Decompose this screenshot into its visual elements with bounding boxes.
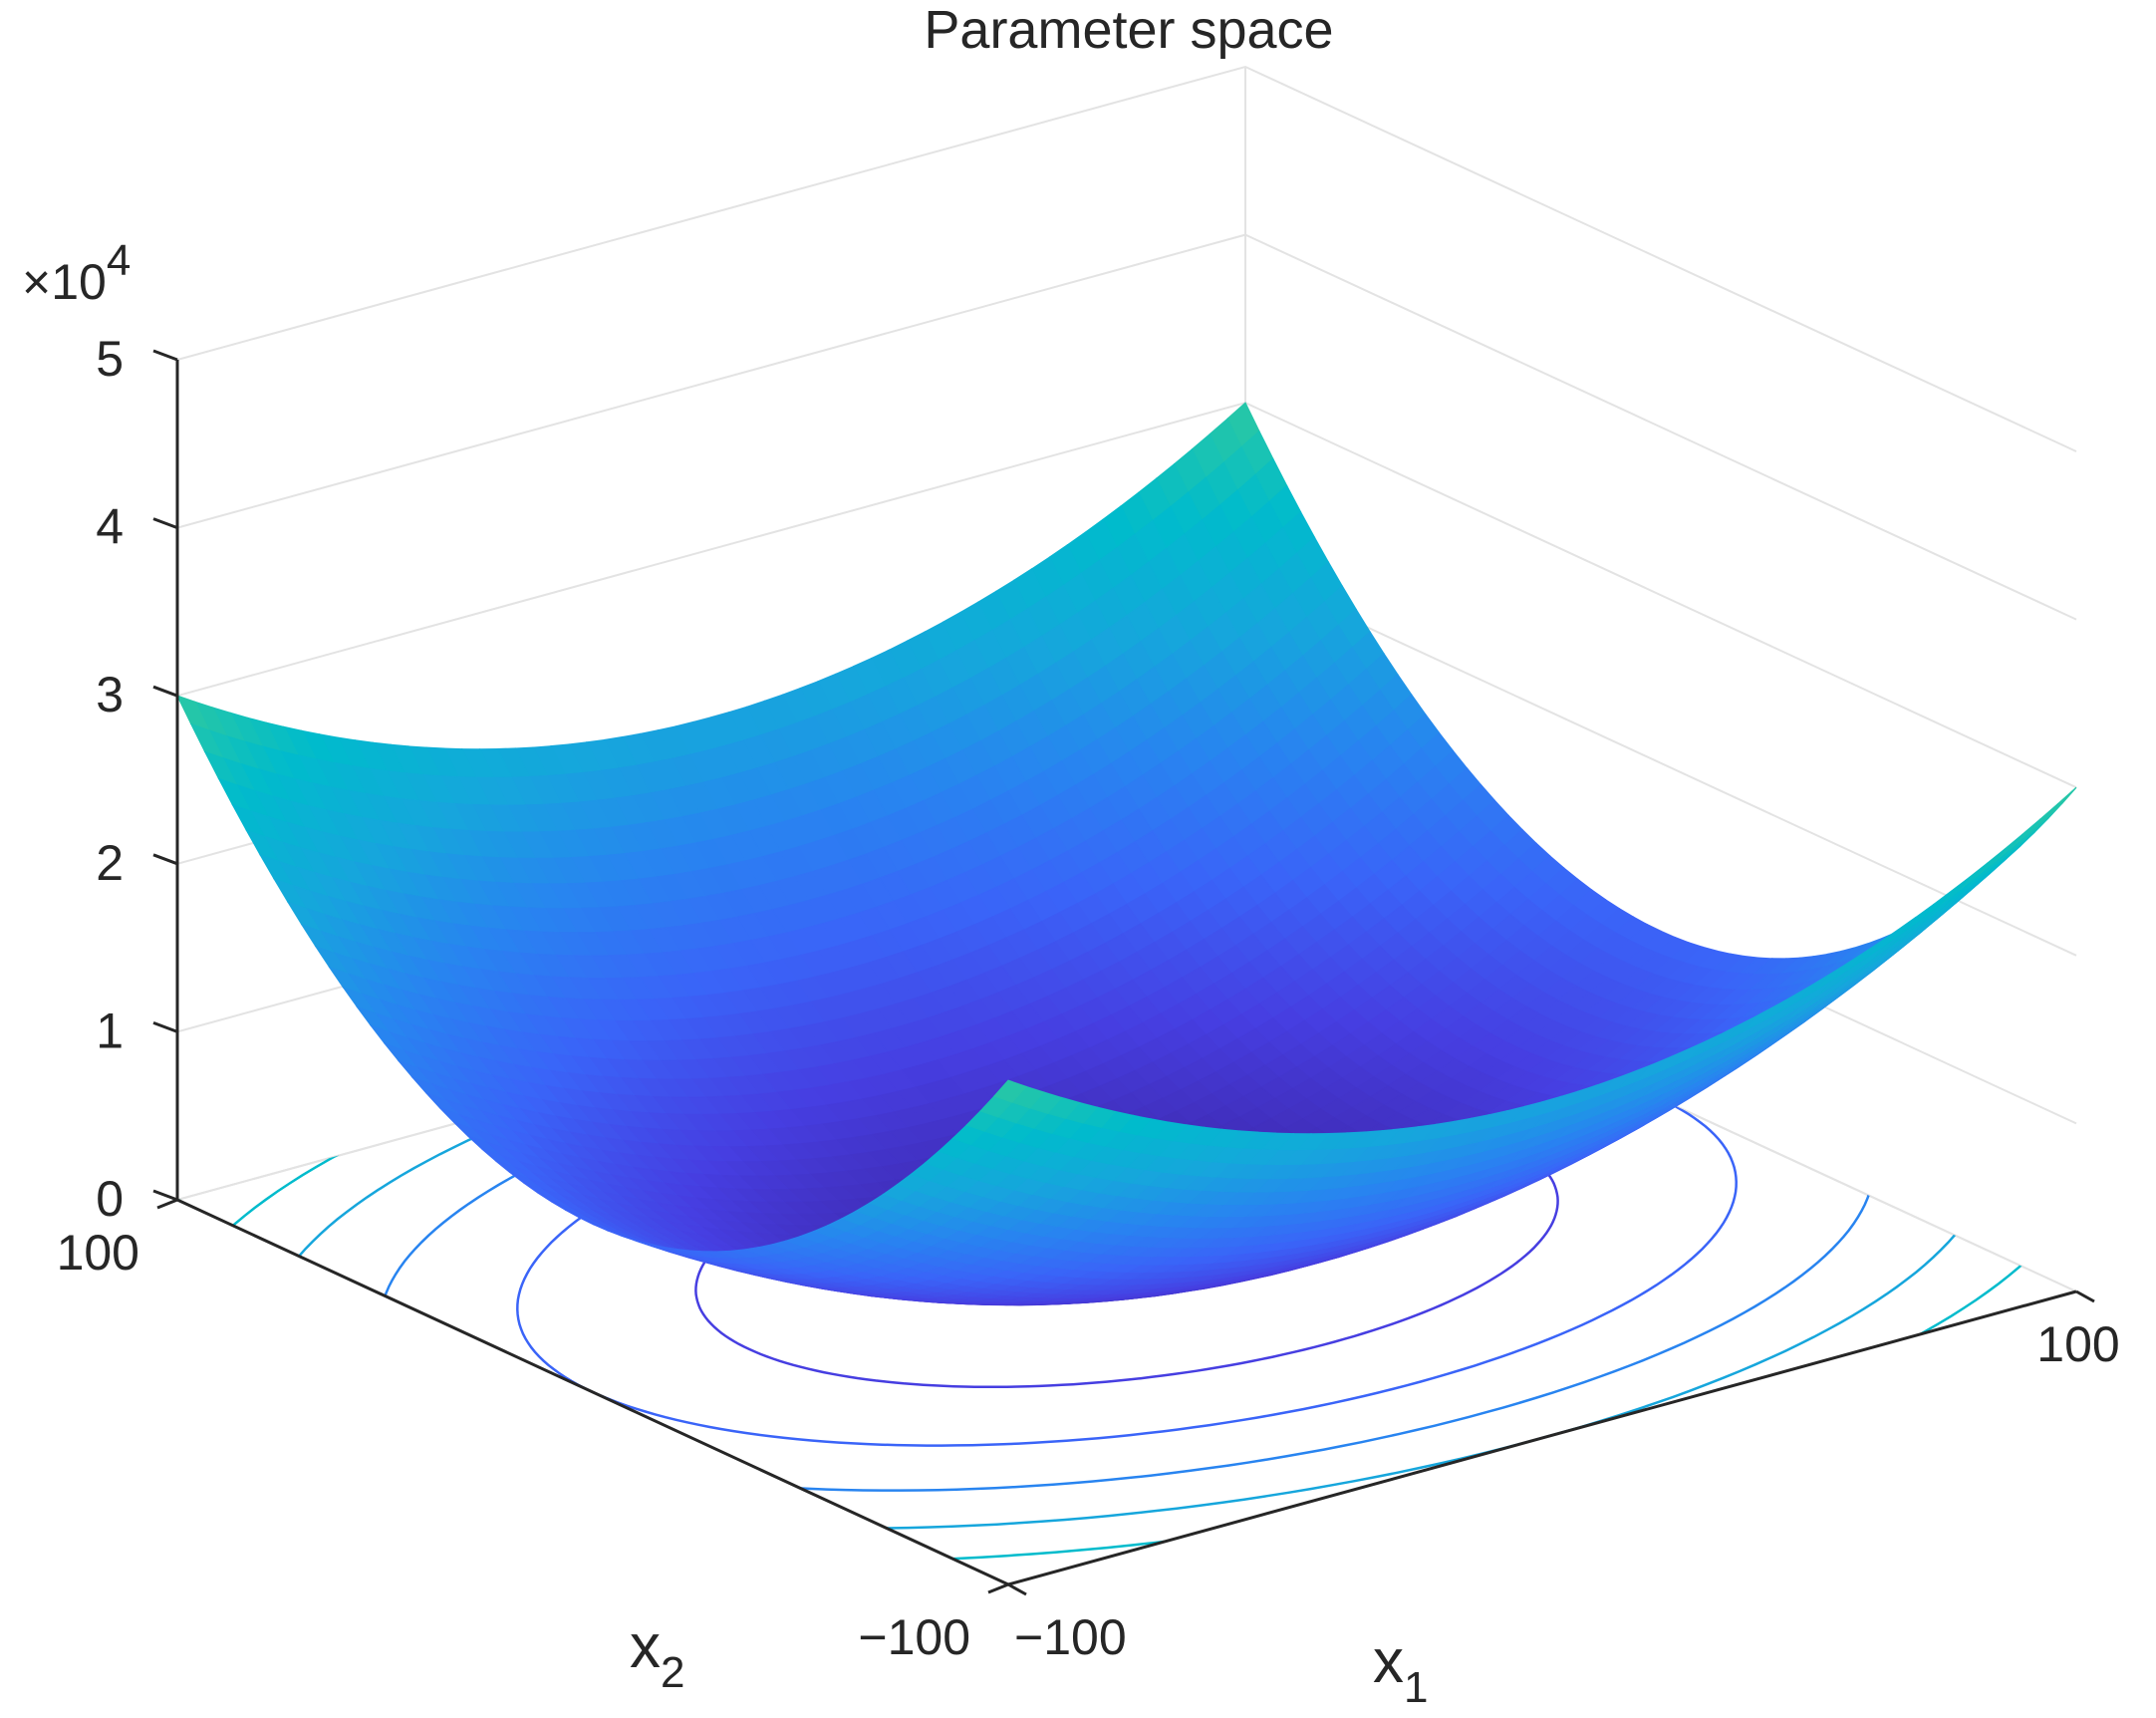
x1-axis-label-base: x bbox=[1373, 1627, 1404, 1696]
x2-tick-label: 100 bbox=[57, 1225, 139, 1281]
x2-tick-label: −100 bbox=[858, 1609, 970, 1665]
z-tick-label: 1 bbox=[96, 1002, 124, 1058]
x1-axis-line bbox=[1007, 1289, 2077, 1586]
x1-tick-mark bbox=[2075, 1289, 2095, 1303]
surface-patch bbox=[993, 1079, 1027, 1103]
x2-axis-line bbox=[176, 1198, 1009, 1586]
z-tick-mark bbox=[152, 517, 178, 530]
x1-tick-label: −100 bbox=[1014, 1609, 1127, 1665]
z-tick-mark bbox=[152, 1020, 178, 1033]
chart-title: Parameter space bbox=[924, 0, 1333, 60]
z-tick-label: 2 bbox=[96, 835, 124, 891]
x2-tick-mark bbox=[987, 1582, 1009, 1594]
x2-axis-label-sub: 2 bbox=[661, 1648, 684, 1697]
z-tick-mark bbox=[152, 853, 178, 866]
z-tick-label: 5 bbox=[96, 331, 124, 387]
surface-layer bbox=[175, 402, 2077, 1306]
z-tick-label: 4 bbox=[96, 499, 124, 555]
x1-axis-label-sub: 1 bbox=[1404, 1663, 1428, 1712]
axis-layer: 0 1 2 3 4 5 −100 100 −100 100 bbox=[57, 331, 2120, 1665]
z-multiplier: ×104 bbox=[22, 236, 131, 310]
z-tick-mark bbox=[152, 349, 178, 362]
x1-axis-label: x1 bbox=[1373, 1627, 1428, 1712]
z-tick-label: 3 bbox=[96, 667, 124, 722]
z-multiplier-base: ×10 bbox=[22, 254, 107, 310]
x1-tick-mark bbox=[1007, 1582, 1027, 1596]
z-tick-mark bbox=[152, 1189, 178, 1202]
x1-tick-label: 100 bbox=[2036, 1316, 2119, 1372]
x2-axis-label: x2 bbox=[630, 1612, 684, 1697]
z-gridline bbox=[176, 65, 2077, 452]
z-tick-label: 0 bbox=[96, 1171, 124, 1227]
z-tick-mark bbox=[152, 685, 178, 698]
x2-tick-mark bbox=[156, 1198, 178, 1210]
z-multiplier-exp: 4 bbox=[107, 236, 131, 285]
x2-axis-label-base: x bbox=[630, 1612, 661, 1681]
